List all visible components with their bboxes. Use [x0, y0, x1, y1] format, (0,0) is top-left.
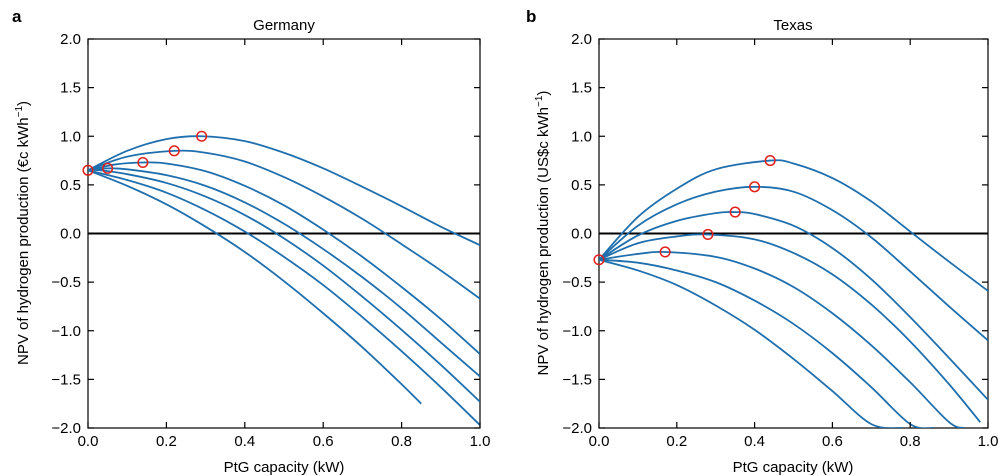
x-axis-ticks: 0.0 0.2 0.4 0.6 0.8 1.0 [78, 39, 491, 450]
panel-texas: b Texas 0.0 0.2 0.4 0.6 0.8 1.0 2.01.51.00.50… [526, 7, 998, 476]
optimum-marker-1 [593, 254, 605, 266]
x-tick-label: 0.6 [822, 433, 843, 450]
optimum-marker-3 [137, 156, 149, 169]
y-axis-ticks: 2.0 1.5 1.0 0.5 0.0 −0.5 −1.0 −1.5 −2.0 [562, 31, 988, 437]
y-tick-label: 1.5 [571, 80, 592, 97]
optimum-marker-5 [749, 181, 761, 193]
x-tick-label: 1.0 [978, 433, 999, 450]
y-tick-label: −1.0 [562, 323, 592, 340]
panel-letter-b: b [526, 7, 536, 26]
series-line-5 [88, 169, 480, 403]
x-tick-label: 0.4 [234, 433, 255, 450]
optimum-marker-4 [729, 206, 741, 218]
series-group [88, 135, 480, 426]
chart-title-texas: Texas [773, 17, 812, 34]
y-tick-label: −1.0 [51, 323, 81, 340]
y-tick-label: −1.5 [51, 371, 81, 388]
y-axis-ticks: 2.0 1.5 1.0 0.5 0.0 −0.5 −1.0 −1.5 −2.0 [51, 31, 480, 437]
series-line-7 [88, 169, 422, 405]
x-tick-label: 0.8 [391, 433, 412, 450]
x-tick-label: 0.0 [589, 433, 610, 450]
series-line-1 [88, 135, 480, 246]
y-tick-label: 0.5 [571, 177, 592, 194]
x-axis-ticks: 0.0 0.2 0.4 0.6 0.8 1.0 [589, 39, 999, 450]
series-line-2 [599, 185, 988, 342]
y-tick-label: 1.5 [60, 80, 81, 97]
panel-letter-a: a [12, 7, 22, 26]
series-line-4 [599, 233, 981, 423]
optimum-markers [593, 155, 776, 266]
y-tick-label: 0.0 [571, 226, 592, 243]
y-tick-label: −0.5 [51, 274, 81, 291]
y-tick-label: 1.0 [60, 128, 81, 145]
x-tick-label: 0.2 [156, 433, 177, 450]
y-tick-label: 2.0 [60, 31, 81, 48]
series-line-4 [88, 167, 480, 378]
chart-title-germany: Germany [253, 17, 315, 34]
x-axis-label: PtG capacity (kW) [224, 459, 345, 476]
series-group [599, 159, 988, 428]
series-line-7 [599, 258, 903, 428]
y-tick-label: 0.5 [60, 177, 81, 194]
series-line-3 [88, 161, 480, 355]
x-tick-label: 0.2 [666, 433, 687, 450]
panel-germany: a Germany 0.0 0.2 0.4 0.6 0.8 1.0 2.01.51.00.… [12, 7, 490, 476]
y-axis-label: NPV of hydrogen production (€c kWh−1) [14, 101, 32, 365]
series-line-5 [599, 250, 965, 428]
y-tick-label: −2.0 [562, 420, 592, 437]
series-line-6 [88, 169, 480, 426]
optimum-marker-2 [102, 162, 114, 174]
x-tick-label: 0.8 [900, 433, 921, 450]
x-tick-label: 0.0 [78, 433, 99, 450]
series-line-6 [599, 258, 934, 428]
y-tick-label: 0.0 [60, 226, 81, 243]
series-line-2 [88, 149, 480, 300]
optimum-marker-2 [659, 246, 671, 258]
y-axis-label: NPV of hydrogen production (US$c kWh−1) [534, 91, 552, 376]
y-tick-label: −0.5 [562, 274, 592, 291]
x-tick-label: 1.0 [470, 433, 491, 450]
y-tick-label: 2.0 [571, 31, 592, 48]
series-line-3 [599, 211, 988, 401]
optimum-marker-4 [168, 145, 180, 157]
optimum-marker-1 [82, 164, 94, 176]
x-axis-label: PtG capacity (kW) [733, 459, 854, 476]
x-tick-label: 0.4 [744, 433, 765, 450]
optimum-marker-3 [702, 228, 714, 241]
y-tick-label: −2.0 [51, 420, 81, 437]
y-tick-label: −1.5 [562, 371, 592, 388]
x-tick-label: 0.6 [313, 433, 334, 450]
optimum-markers [82, 130, 208, 176]
series-line-1 [599, 159, 988, 292]
optimum-marker-6 [764, 155, 776, 167]
y-tick-label: 1.0 [571, 128, 592, 145]
optimum-marker-5 [196, 130, 208, 142]
